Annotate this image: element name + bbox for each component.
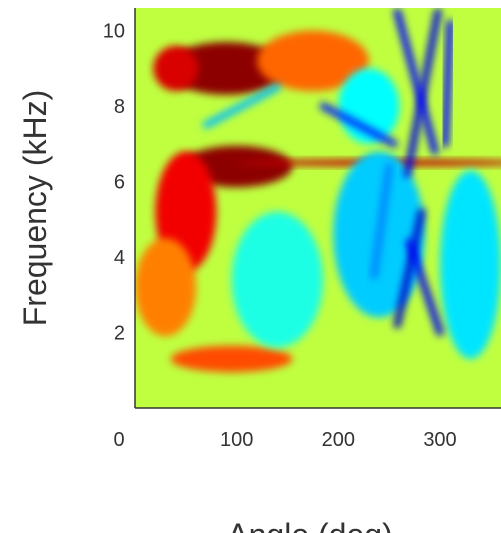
y-tick-label: 8 bbox=[114, 96, 125, 118]
y-tick-label: 10 bbox=[103, 21, 125, 43]
x-axis-title: Angle (deg) bbox=[227, 517, 392, 533]
y-axis-title: Frequency (kHz) bbox=[17, 90, 53, 327]
x-tick-label: 100 bbox=[220, 429, 253, 451]
intensity-streak-1 bbox=[406, 238, 444, 337]
intensity-streak-6 bbox=[319, 102, 398, 148]
y-tick-label: 4 bbox=[114, 247, 125, 269]
intensity-region-1 bbox=[153, 45, 199, 92]
intensity-streak-3 bbox=[393, 8, 439, 155]
intensity-streak-7 bbox=[202, 83, 281, 129]
intensity-region-10 bbox=[231, 211, 324, 348]
x-tick-label: 0 bbox=[113, 429, 124, 451]
intensity-streak-0 bbox=[393, 208, 426, 329]
intensity-region-2 bbox=[257, 30, 369, 92]
y-tick-labels: 2 4 6 8 10 bbox=[103, 21, 125, 345]
x-tick-label: 200 bbox=[322, 429, 355, 451]
x-tick-label: 300 bbox=[423, 429, 456, 451]
intensity-streaks bbox=[202, 8, 454, 337]
intensity-region-6 bbox=[170, 345, 293, 373]
intensity-region-9 bbox=[440, 170, 501, 359]
intensity-streak-5 bbox=[441, 19, 454, 148]
y-tick-label: 2 bbox=[114, 323, 125, 345]
intensity-streak-4 bbox=[370, 162, 393, 280]
y-tick-label: 6 bbox=[114, 172, 125, 194]
x-tick-labels: 0 100 200 300 bbox=[113, 429, 456, 451]
intensity-region-0 bbox=[165, 41, 288, 95]
plot-area bbox=[135, 8, 501, 408]
intensity-region-5 bbox=[135, 238, 196, 337]
